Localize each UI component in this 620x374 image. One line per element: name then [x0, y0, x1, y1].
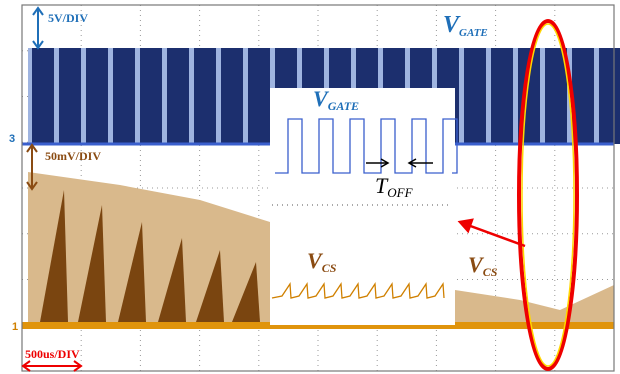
gate-burst: [140, 48, 162, 144]
inset-panel: [270, 88, 455, 325]
scope-screen: 5V/DIV 50mV/DIV 500us/DIV 3 1 VGATE VGAT…: [0, 0, 620, 374]
gate-burst: [32, 48, 54, 144]
gate-burst: [464, 48, 486, 144]
timebase: 500us/DIV: [25, 347, 80, 361]
cs-scale: 50mV/DIV: [45, 149, 101, 163]
inset-cs-sub: CS: [322, 261, 337, 275]
inset-gate-sub: GATE: [328, 99, 359, 113]
gate-burst: [221, 48, 243, 144]
gate-burst: [248, 48, 270, 144]
gate-burst: [491, 48, 513, 144]
toff-sub: OFF: [387, 185, 413, 200]
gate-burst: [167, 48, 189, 144]
gate-scale: 5V/DIV: [48, 11, 88, 25]
gate-burst: [113, 48, 135, 144]
gate-channel: 3: [9, 133, 15, 145]
cs-channel: 1: [12, 321, 18, 333]
cs-label-sub: CS: [483, 265, 498, 279]
gate-label-sub: GATE: [459, 27, 488, 39]
gate-burst: [86, 48, 108, 144]
gate-burst: [59, 48, 81, 144]
gate-burst: [599, 48, 620, 144]
gate-burst: [194, 48, 216, 144]
